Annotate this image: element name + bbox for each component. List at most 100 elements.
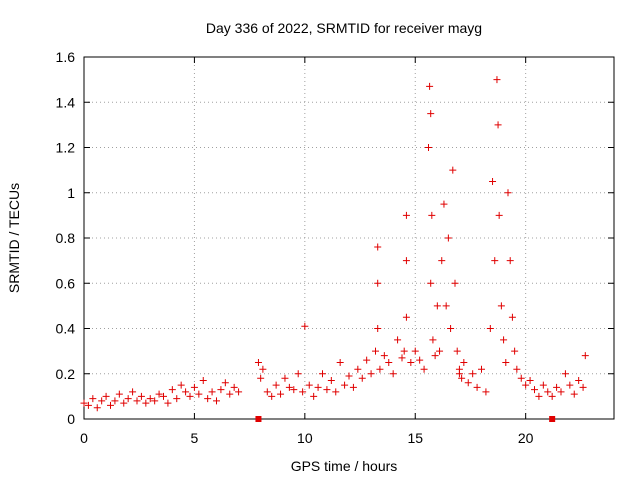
data-point [544,388,552,396]
data-point [478,365,485,373]
data-point [281,374,289,382]
data-point [517,374,525,382]
data-point [427,279,435,287]
data-point [416,356,424,364]
data-point [129,388,137,396]
data-point [263,388,271,396]
data-point [285,383,293,391]
data-point [429,336,437,344]
data-point [84,401,92,409]
data-point [394,336,402,344]
data-point [254,358,262,366]
data-point [425,144,432,151]
data-point [385,358,393,366]
data-point [570,390,578,398]
data-point [460,358,468,366]
gridlines [84,57,614,419]
data-point [323,386,331,394]
data-point [451,279,459,287]
data-point [199,377,207,385]
data-point [428,211,436,219]
x-tick-label: 10 [297,430,313,446]
data-point [420,365,428,373]
data-point [539,381,547,389]
data-point [469,370,477,378]
data-point [526,377,534,385]
data-point [363,356,371,364]
data-point [332,388,340,396]
y-tick-label: 1.4 [56,94,76,110]
data-point [482,388,490,396]
data-point [557,388,565,396]
data-point [336,358,344,366]
data-point [120,399,128,407]
data-point [294,370,302,378]
data-point [290,386,298,394]
data-points [80,76,589,412]
data-point [142,399,150,407]
data-point [358,374,366,382]
y-tick-label: 0.6 [56,275,76,291]
data-point [259,365,267,373]
y-tick-label: 1.6 [56,49,76,65]
data-point [102,392,110,400]
data-point [190,383,198,391]
data-point [522,381,530,389]
data-point [500,336,508,344]
data-point [427,110,435,118]
data-point [389,370,397,378]
data-point [453,347,461,355]
data-point [553,383,561,391]
data-point [374,243,382,251]
data-point [561,370,569,378]
data-point [204,395,212,403]
data-point [155,390,163,398]
data-point [444,234,452,242]
data-point [93,404,101,412]
data-point [89,395,97,403]
data-point [213,397,220,405]
data-point [217,386,225,394]
data-point [98,397,106,405]
data-point [226,390,234,398]
chart-title: Day 336 of 2022, SRMTID for receiver may… [206,20,482,36]
data-point [305,381,313,389]
data-point [407,358,415,366]
data-point [160,392,167,400]
data-point [431,352,439,360]
data-point [464,379,472,387]
data-point [548,392,556,400]
data-point [341,381,349,389]
data-point [374,279,382,287]
data-point [411,347,419,355]
y-tick-label: 1.2 [56,140,76,156]
data-point [504,189,512,197]
y-axis-label: SRMTID / TECUs [6,183,22,293]
data-point [494,121,502,129]
data-point [535,392,543,400]
data-point [400,347,408,355]
x-tick-label: 0 [80,430,88,446]
data-point [473,383,481,391]
data-point [257,374,265,382]
data-point [426,82,434,90]
y-tick-label: 0 [67,411,75,427]
data-point [380,352,388,360]
data-point [208,388,216,396]
data-point [506,257,514,265]
data-point [502,358,510,366]
data-point [398,354,406,362]
data-point [497,302,505,310]
data-point [349,383,357,391]
data-point [301,322,309,330]
data-point [319,370,326,378]
data-point [376,365,384,373]
data-point [581,352,589,360]
data-point [402,211,410,219]
data-point [146,395,154,403]
data-point [107,401,114,409]
data-point [449,166,457,174]
data-point [182,388,190,396]
data-point [277,390,285,398]
